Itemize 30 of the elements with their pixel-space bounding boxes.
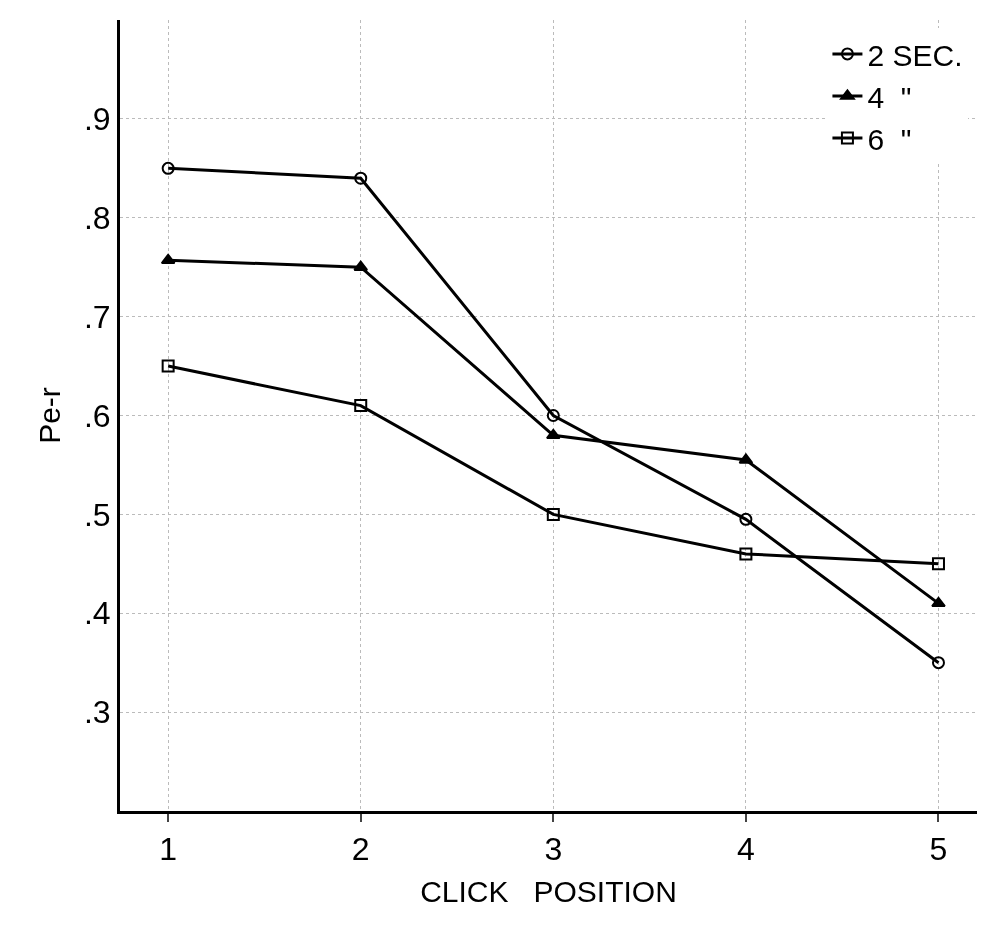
y-tick-label: .3 — [83, 694, 111, 731]
y-axis-title: Pe-r — [32, 387, 66, 444]
x-tick-label: 2 — [351, 831, 370, 868]
point — [739, 547, 753, 561]
point — [931, 656, 945, 670]
point — [546, 409, 560, 422]
x-tick-label: 3 — [544, 831, 563, 868]
x-tick-label: 1 — [159, 831, 178, 868]
point — [160, 253, 176, 265]
legend-label: 4 " — [867, 80, 912, 114]
y-tick-label: .5 — [83, 496, 111, 533]
point — [354, 171, 368, 185]
legend-label: 6 " — [867, 122, 912, 156]
point — [739, 512, 753, 526]
point — [354, 399, 368, 413]
y-tick-label: .4 — [83, 595, 111, 632]
point — [931, 596, 946, 608]
y-tick-label: .6 — [83, 397, 111, 434]
y-tick-label: .7 — [83, 298, 111, 335]
point — [546, 507, 560, 521]
x-tick-label: 5 — [929, 831, 948, 868]
point — [161, 359, 175, 373]
x-axis-title: CLICK POSITION — [420, 874, 677, 908]
point — [545, 428, 561, 440]
legend-label: 2 SEC. — [867, 38, 963, 72]
x-tick-label: 4 — [737, 831, 755, 868]
y-tick-label: .8 — [83, 199, 111, 236]
point — [931, 557, 945, 571]
y-tick-label: .9 — [83, 101, 111, 138]
point — [161, 161, 175, 175]
